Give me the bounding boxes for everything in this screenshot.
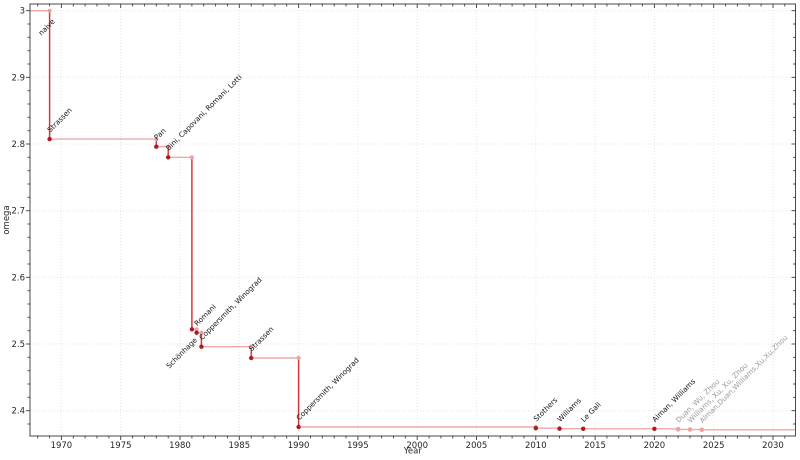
step-corner-marker [199,330,204,335]
data-point [296,424,301,430]
data-point [687,427,693,432]
x-tick-label: 2015 [584,441,606,451]
x-tick-label: 2025 [703,441,725,451]
data-point [652,426,657,431]
data-point [533,426,538,431]
step-corner-marker [296,355,301,361]
x-tick-label: 2005 [466,441,488,451]
x-tick-label: 1975 [110,441,132,451]
y-tick-label: 3 [20,7,25,17]
data-point [581,426,586,431]
x-tick-label: 1985 [228,441,250,451]
step-corner-marker [249,344,254,349]
y-tick-label: 2.4 [11,407,25,417]
step-corner-marker [189,155,194,160]
data-point [189,327,195,332]
step-corner-marker [47,8,52,13]
y-tick-label: 2.6 [11,273,25,283]
x-tick-label: 1970 [51,441,73,451]
plot-frame [29,3,796,437]
x-tick-label: 2000 [406,441,428,451]
y-axis-label: omega [2,205,12,234]
data-point [675,427,681,432]
y-tick-label: 2.5 [11,340,25,350]
y-tick-label: 2.8 [11,140,25,150]
data-point [47,136,52,142]
data-point [199,344,204,349]
data-point [557,426,562,431]
x-tick-label: 1990 [288,441,310,451]
data-point [166,155,171,160]
y-tick-label: 2.7 [11,207,25,217]
x-axis-label: Year [403,447,423,457]
x-tick-label: 2010 [525,441,547,451]
data-point [194,330,199,335]
step-corner-marker [194,327,199,332]
x-tick-label: 2020 [644,441,666,451]
step-corner-marker [154,137,159,142]
data-point [699,427,704,432]
y-tick-label: 2.9 [11,73,25,83]
data-point [249,355,254,361]
x-tick-label: 1995 [347,441,369,451]
x-tick-label: 1980 [169,441,191,451]
x-tick-label: 2030 [762,441,784,451]
data-point [154,144,159,149]
step-corner-marker [166,144,171,149]
